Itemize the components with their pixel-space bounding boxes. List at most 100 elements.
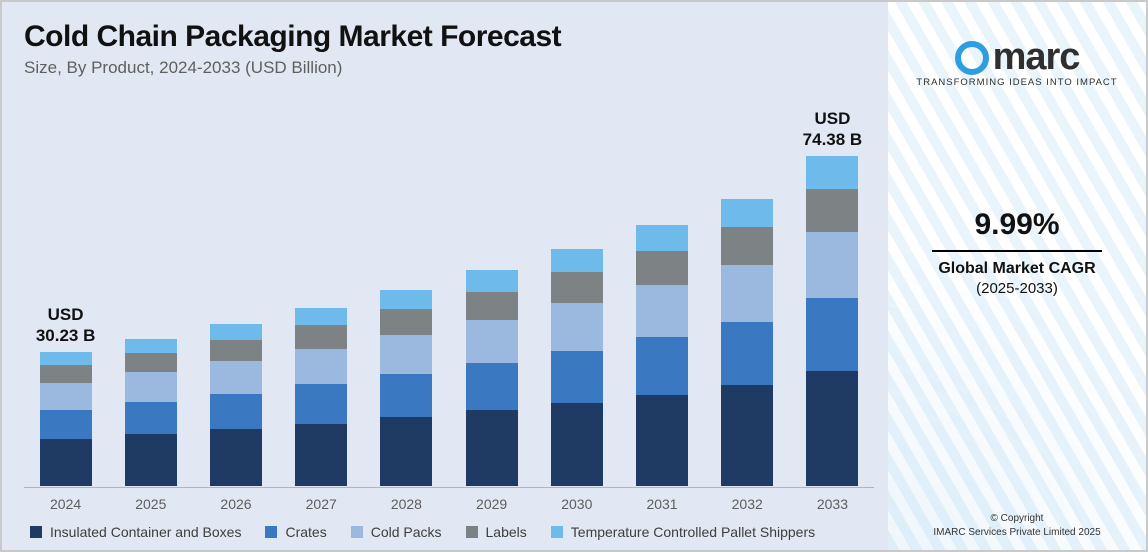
chart-pane: Cold Chain Packaging Market Forecast Siz…	[2, 2, 888, 550]
stacked-bar	[806, 156, 858, 486]
bar-segment	[295, 384, 347, 423]
bar-segment	[210, 429, 262, 486]
bar-segment	[551, 272, 603, 303]
bar-segment	[40, 352, 92, 365]
bar-column: X2027	[290, 281, 353, 512]
legend-swatch	[551, 526, 563, 538]
legend-label: Crates	[285, 524, 326, 540]
bar-segment	[721, 322, 773, 385]
chart-subtitle: Size, By Product, 2024-2033 (USD Billion…	[24, 58, 874, 78]
bar-segment	[40, 439, 92, 486]
bar-segment	[721, 199, 773, 228]
bar-segment	[210, 361, 262, 393]
legend-label: Temperature Controlled Pallet Shippers	[571, 524, 815, 540]
bar-segment	[210, 394, 262, 430]
legend-item: Cold Packs	[351, 524, 442, 540]
stacked-bar	[295, 308, 347, 486]
x-tick-label: 2031	[646, 496, 677, 512]
legend-label: Insulated Container and Boxes	[50, 524, 241, 540]
stacked-bar	[636, 225, 688, 486]
legend-item: Crates	[265, 524, 326, 540]
bar-segment	[466, 363, 518, 411]
legend-item: Labels	[466, 524, 527, 540]
copyright: © Copyright IMARC Services Private Limit…	[888, 512, 1146, 540]
copyright-line1: © Copyright	[888, 512, 1146, 526]
x-tick-label: 2028	[391, 496, 422, 512]
bar-segment	[380, 374, 432, 417]
legend-swatch	[30, 526, 42, 538]
stacked-bar	[721, 199, 773, 486]
bar-column: X2029	[460, 244, 523, 512]
cagr-value: 9.99%	[932, 208, 1102, 242]
x-tick-label: 2032	[732, 496, 763, 512]
bar-segment	[125, 372, 177, 402]
bar-column: X2031	[630, 198, 693, 512]
legend-label: Labels	[486, 524, 527, 540]
cagr-block: 9.99% Global Market CAGR (2025-2033)	[932, 208, 1102, 297]
bar-segment	[380, 335, 432, 374]
x-tick-label: 2029	[476, 496, 507, 512]
bar-column: X2026	[204, 297, 267, 512]
bar-segment	[636, 337, 688, 394]
bar-segment	[636, 395, 688, 486]
logo-tagline: TRANSFORMING IDEAS INTO IMPACT	[916, 77, 1117, 88]
legend-item: Insulated Container and Boxes	[30, 524, 241, 540]
plot-area: USD 30.23 B2024X2025X2026X2027X2028X2029…	[24, 100, 874, 518]
bar-segment	[210, 340, 262, 361]
stacked-bar	[551, 248, 603, 486]
cagr-period: (2025-2033)	[932, 280, 1102, 297]
bar-segment	[551, 403, 603, 486]
bar-segment	[636, 285, 688, 337]
bar-segment	[551, 249, 603, 273]
x-axis-line	[24, 487, 874, 488]
bar-segment	[125, 353, 177, 372]
bar-segment	[466, 270, 518, 292]
bar-column: USD 74.38 B 2033	[801, 109, 864, 512]
x-tick-label: 2030	[561, 496, 592, 512]
bar-segment	[721, 265, 773, 322]
bar-segment	[806, 298, 858, 371]
bar-segment	[295, 349, 347, 385]
copyright-line2: IMARC Services Private Limited 2025	[888, 526, 1146, 540]
x-tick-label: 2033	[817, 496, 848, 512]
bar-segment	[466, 320, 518, 363]
stacked-bar	[380, 290, 432, 486]
bar-column: X2028	[375, 263, 438, 512]
bar-segment	[380, 309, 432, 335]
bar-segment	[721, 227, 773, 264]
logo-text: marc	[993, 36, 1080, 79]
divider	[932, 250, 1102, 252]
legend-swatch	[351, 526, 363, 538]
bar-segment	[806, 232, 858, 298]
bar-segment	[125, 434, 177, 486]
bar-callout: USD 30.23 B	[36, 305, 96, 346]
bar-segment	[295, 308, 347, 326]
bar-segment	[551, 351, 603, 403]
stacked-bar	[125, 338, 177, 486]
legend-swatch	[265, 526, 277, 538]
bar-segment	[295, 325, 347, 348]
legend-label: Cold Packs	[371, 524, 442, 540]
bar-segment	[210, 324, 262, 340]
x-tick-label: 2024	[50, 496, 81, 512]
bar-column: X2030	[545, 222, 608, 512]
bar-segment	[806, 189, 858, 232]
infographic-frame: Cold Chain Packaging Market Forecast Siz…	[0, 0, 1148, 552]
bar-callout: USD 74.38 B	[803, 109, 863, 150]
x-tick-label: 2025	[135, 496, 166, 512]
bar-segment	[125, 339, 177, 354]
bar-column: USD 30.23 B 2024	[34, 305, 97, 512]
stacked-bar	[210, 324, 262, 486]
bar-segment	[636, 225, 688, 251]
legend-item: Temperature Controlled Pallet Shippers	[551, 524, 815, 540]
stacked-bar	[466, 270, 518, 486]
bar-segment	[551, 303, 603, 351]
bar-segment	[466, 410, 518, 486]
bar-segment	[806, 371, 858, 487]
side-panel: marc TRANSFORMING IDEAS INTO IMPACT 9.99…	[888, 2, 1146, 550]
x-tick-label: 2027	[306, 496, 337, 512]
logo-ring-icon	[955, 41, 989, 75]
bar-segment	[295, 424, 347, 486]
bar-segment	[125, 402, 177, 434]
cagr-label: Global Market CAGR	[932, 260, 1102, 278]
